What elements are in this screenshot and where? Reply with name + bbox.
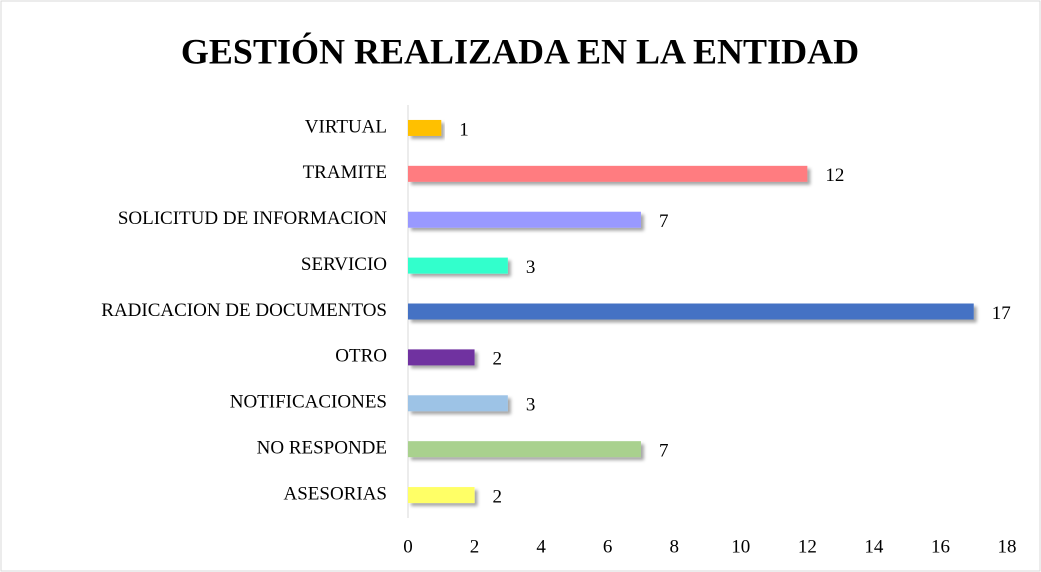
bar (408, 487, 475, 504)
x-tick-label: 8 (669, 536, 679, 557)
y-tick-label: SERVICIO (301, 254, 387, 275)
x-tick-label: 0 (403, 536, 413, 557)
data-label: 2 (493, 486, 503, 507)
bar (408, 349, 475, 366)
x-tick-label: 12 (798, 536, 817, 557)
x-tick-label: 14 (864, 536, 884, 557)
data-label: 3 (526, 395, 536, 416)
y-tick-label: RADICACION DE DOCUMENTOS (101, 300, 387, 321)
x-tick-label: 10 (731, 536, 750, 557)
y-tick-label: NO RESPONDE (257, 438, 387, 459)
x-tick-label: 4 (536, 536, 546, 557)
data-label: 3 (526, 257, 536, 278)
chart-title: GESTIÓN REALIZADA EN LA ENTIDAD (181, 31, 859, 71)
y-tick-label: TRAMITE (303, 162, 387, 183)
bar (408, 211, 641, 228)
y-tick-label: OTRO (335, 346, 387, 367)
bar (408, 165, 808, 182)
y-tick-label: VIRTUAL (305, 116, 387, 137)
x-tick-label: 16 (931, 536, 950, 557)
data-label: 12 (825, 165, 844, 186)
bar (408, 119, 442, 136)
data-label: 17 (992, 303, 1011, 324)
data-label: 1 (459, 119, 469, 140)
bar (408, 395, 508, 412)
y-tick-label: SOLICITUD DE INFORMACION (118, 208, 387, 229)
bar (408, 441, 641, 458)
data-label: 7 (659, 441, 669, 462)
x-tick-label: 6 (603, 536, 613, 557)
x-tick-label: 18 (998, 536, 1017, 557)
bar (408, 303, 974, 320)
data-label: 2 (493, 349, 503, 370)
data-label: 7 (659, 211, 669, 232)
y-tick-label: NOTIFICACIONES (230, 392, 387, 413)
x-tick-label: 2 (470, 536, 480, 557)
y-tick-label: ASESORIAS (284, 483, 387, 504)
bar (408, 257, 508, 274)
